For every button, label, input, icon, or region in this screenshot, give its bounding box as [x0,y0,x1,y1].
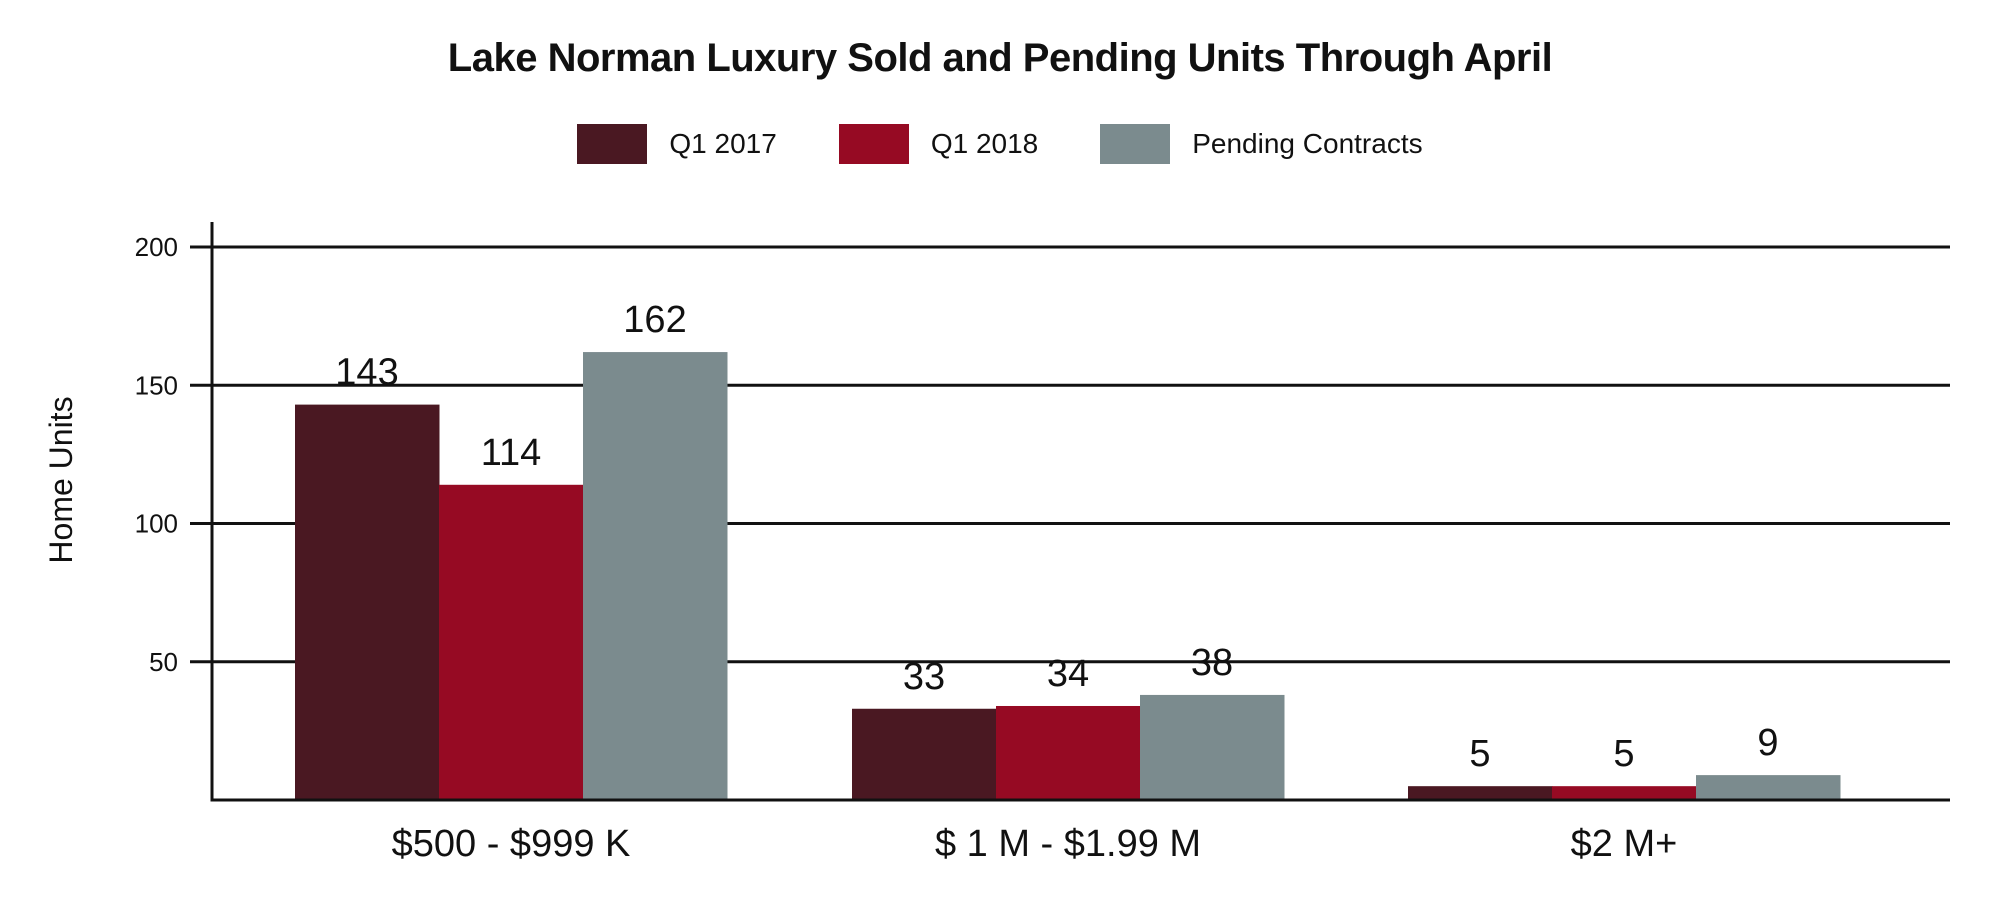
x-category-label-2-m: $2 M+ [1571,823,1678,865]
bar-q1-2017-500-999-k [295,404,440,800]
legend-swatch-q1-2017 [577,124,648,164]
data-label-pending-contracts-500-999-k: 162 [623,299,686,341]
legend-label-pending-contracts: Pending Contracts [1192,128,1423,159]
y-tick-label-150: 150 [135,370,178,400]
bar-pending-contracts-500-999-k [583,352,728,800]
legend: Q1 2017 Q1 2018 Pending Contracts [0,124,2000,164]
y-tick-label-100: 100 [135,509,178,539]
bar-q1-2017-2-m [1408,786,1553,800]
bar-pending-contracts-2-m [1696,775,1841,800]
bar-q1-2018-1-m-1-99-m [996,705,1141,800]
bar-q1-2018-2-m [1552,786,1697,800]
legend-item-pending-contracts: Pending Contracts [1100,124,1423,164]
y-tick-label-200: 200 [135,232,178,262]
bar-q1-2017-1-m-1-99-m [852,708,997,800]
data-label-q1-2018-500-999-k: 114 [481,432,542,474]
data-label-q1-2017-500-999-k: 143 [335,352,398,394]
data-label-q1-2017-2-m: 5 [1469,733,1490,775]
data-label-pending-contracts-1-m-1-99-m: 38 [1191,642,1233,684]
bar-q1-2018-500-999-k [439,484,584,800]
y-tick-label-50: 50 [149,647,178,677]
chart-title: Lake Norman Luxury Sold and Pending Unit… [447,36,1553,80]
data-label-pending-contracts-2-m: 9 [1757,722,1778,764]
data-label-q1-2018-2-m: 5 [1613,733,1634,775]
legend-label-q1-2018: Q1 2018 [930,128,1039,159]
data-label-q1-2018-1-m-1-99-m: 34 [1047,653,1089,695]
legend-label-q1-2017: Q1 2017 [669,128,777,159]
legend-swatch-pending-contracts [1100,124,1171,164]
legend-item-q1-2017: Q1 2017 [577,124,777,164]
x-category-label-500-999-k: $500 - $999 K [392,823,631,865]
x-category-label-1-m-1-99-m: $ 1 M - $1.99 M [935,823,1201,865]
data-label-q1-2017-1-m-1-99-m: 33 [903,656,945,698]
data-labels: 143 114 162 33 34 38 5 5 9 [335,299,1778,775]
legend-item-q1-2018: Q1 2018 [838,124,1039,164]
axes: 50 100 150 200 $500 - $999 K $ 1 M - $1.99 M $… [135,222,1950,865]
y-axis-title: Home Units [43,396,79,563]
bars [295,352,1841,800]
bar-pending-contracts-1-m-1-99-m [1140,694,1285,800]
legend-swatch-q1-2018 [838,124,909,164]
